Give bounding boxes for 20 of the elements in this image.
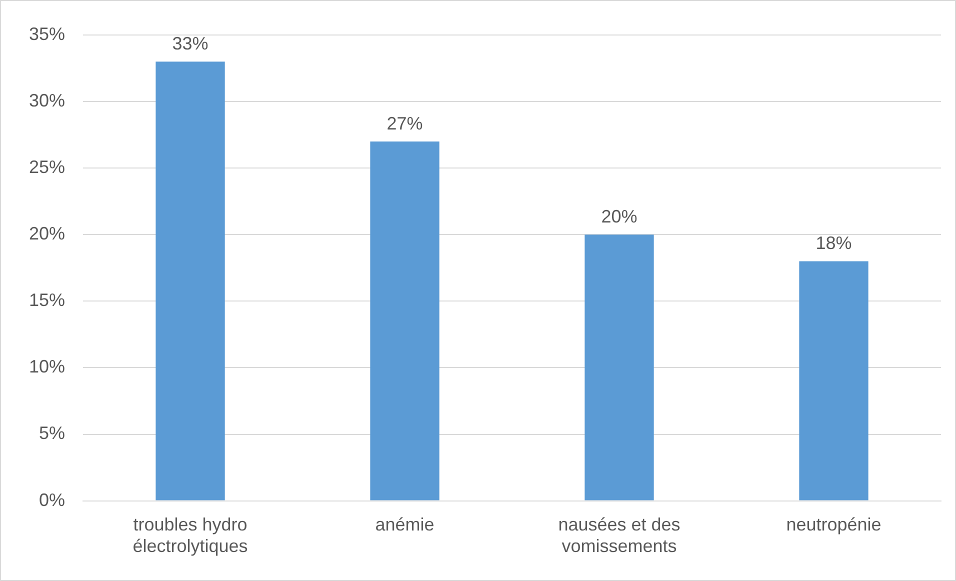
y-tick-label: 10% (28, 356, 66, 377)
y-tick-label: 35% (28, 24, 66, 44)
y-tick-label: 20% (28, 224, 66, 244)
x-tick-label: anémie (375, 514, 434, 535)
bar (370, 141, 440, 500)
y-tick-label: 25% (28, 157, 66, 178)
data-label: 20% (601, 206, 638, 227)
x-tick-label: nausées et des vomissements (558, 514, 680, 556)
x-tick-label: troubles hydro électrolytiques (132, 514, 248, 556)
y-tick-label: 30% (28, 90, 66, 111)
data-label: 33% (172, 34, 208, 54)
y-tick-label: 0% (39, 490, 66, 510)
x-tick-label: neutropénie (786, 514, 882, 535)
y-tick-label: 5% (39, 423, 66, 444)
y-tick-label: 15% (28, 290, 66, 310)
bar (156, 62, 225, 500)
data-label: 27% (386, 113, 423, 134)
bar (799, 261, 868, 500)
data-label: 18% (816, 233, 852, 254)
bar (584, 234, 654, 500)
